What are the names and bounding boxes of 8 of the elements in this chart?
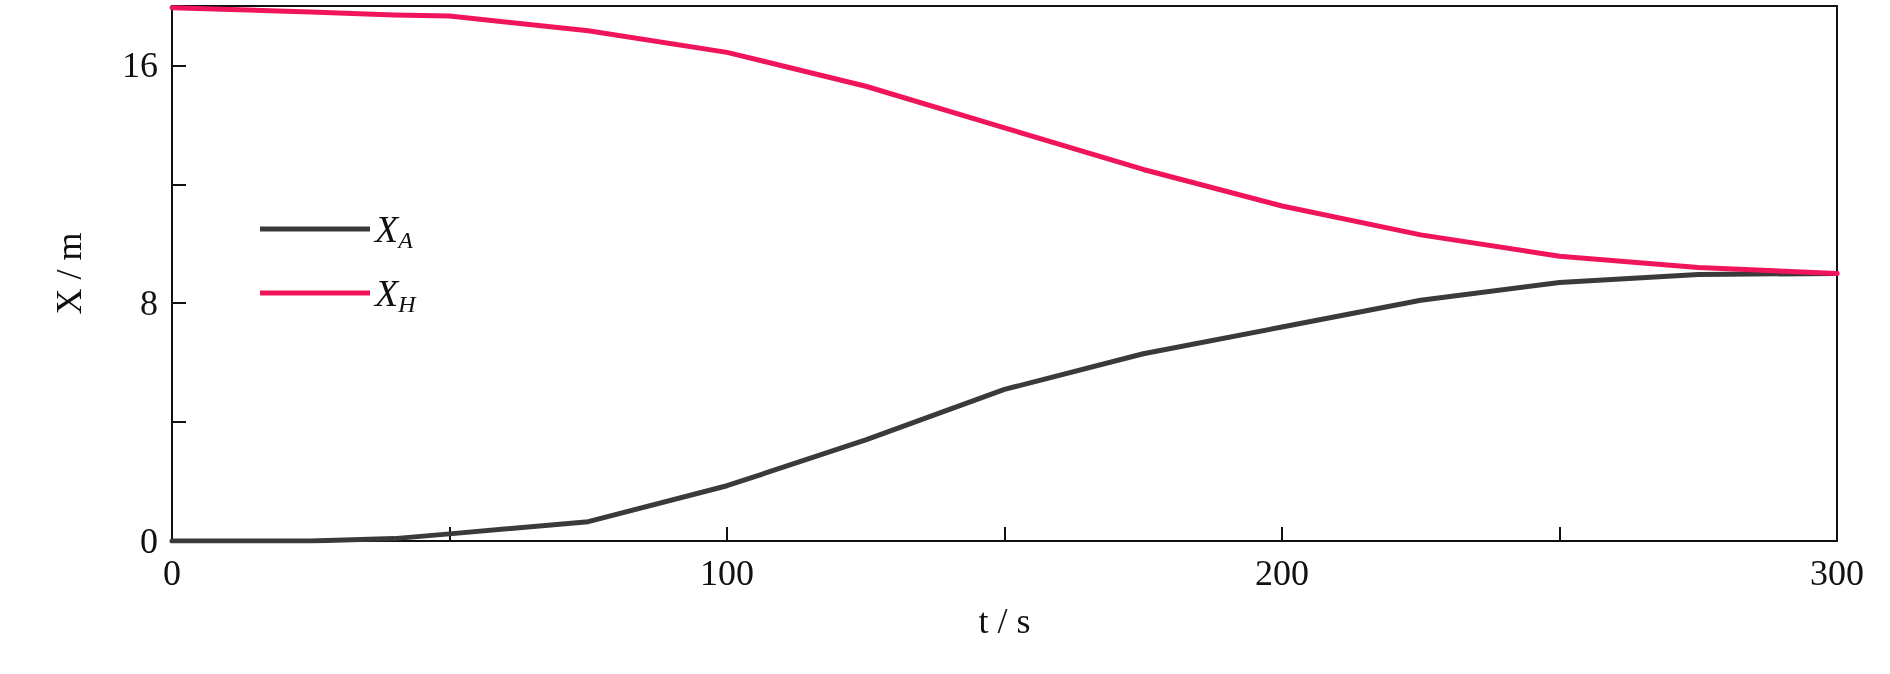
- y-axis-title: X / m: [49, 232, 89, 315]
- x-tick-label: 100: [700, 553, 754, 593]
- x-tick-label: 300: [1810, 553, 1864, 593]
- y-tick-label: 16: [122, 45, 158, 86]
- y-tick-label: 8: [140, 283, 158, 324]
- x-axis-title: t / s: [978, 601, 1031, 641]
- y-tick-label: 0: [140, 521, 158, 561]
- x-tick-label: 200: [1255, 553, 1309, 593]
